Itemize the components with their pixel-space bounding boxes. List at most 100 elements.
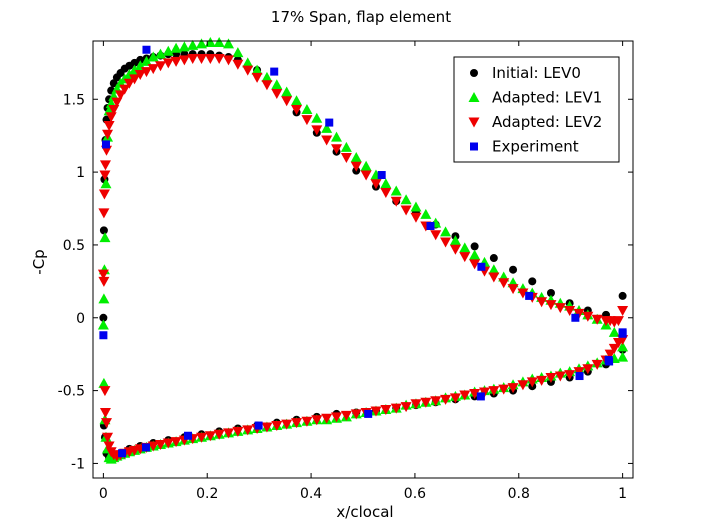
data-point [119, 84, 131, 95]
data-point [430, 396, 442, 407]
data-point [377, 171, 386, 180]
data-point [223, 55, 235, 66]
y-tick-label: -0.5 [58, 384, 85, 400]
data-point [271, 88, 283, 99]
data-point [129, 74, 141, 85]
data-point [476, 392, 485, 401]
data-point [115, 90, 127, 101]
data-point [170, 42, 182, 53]
data-point [617, 351, 629, 362]
data-point [390, 185, 402, 196]
data-point [196, 38, 208, 49]
data-point [98, 377, 110, 388]
legend-marker [468, 92, 480, 102]
data-point [178, 41, 190, 52]
data-point [449, 244, 461, 255]
legend-label: Adapted: LEV1 [492, 89, 602, 107]
data-point [141, 443, 150, 452]
data-point [105, 112, 117, 123]
data-point [591, 314, 603, 325]
data-point [223, 38, 235, 49]
data-point [232, 426, 244, 437]
data-point [162, 58, 174, 69]
data-point [370, 179, 382, 190]
data-point [469, 259, 481, 270]
data-point [118, 449, 127, 458]
data-point [184, 431, 193, 440]
legend-label: Experiment [492, 138, 579, 156]
data-point [301, 103, 313, 114]
plot-area-frame [92, 40, 634, 479]
legend-box [453, 56, 620, 163]
data-point [469, 249, 481, 260]
data-point [103, 441, 115, 452]
data-point [271, 421, 283, 432]
data-point [340, 153, 352, 164]
data-point [528, 277, 537, 286]
data-point [147, 51, 159, 62]
y-axis-title: -Cp [30, 249, 48, 274]
data-point [410, 201, 422, 212]
data-point [618, 291, 627, 300]
data-point [325, 118, 334, 127]
data-point [440, 237, 452, 248]
y-tick-label: 1.5 [63, 92, 85, 108]
data-point [136, 55, 145, 64]
data-point [575, 372, 584, 381]
data-point [301, 115, 313, 126]
data-point [204, 53, 216, 64]
data-point [410, 212, 422, 223]
data-point [311, 112, 323, 123]
data-point [98, 276, 110, 287]
data-point [390, 403, 402, 414]
data-point [270, 67, 279, 76]
data-point [204, 431, 216, 442]
x-tick-label: 0 [99, 486, 108, 502]
data-point [564, 370, 576, 381]
data-point [400, 205, 412, 216]
data-point [134, 70, 146, 81]
data-point [155, 48, 166, 59]
data-point [360, 160, 372, 171]
data-point [608, 343, 620, 354]
data-point [509, 265, 518, 274]
data-point [281, 419, 293, 430]
data-point [340, 141, 352, 152]
data-point [99, 331, 108, 340]
data-point [99, 160, 111, 171]
data-point [162, 45, 174, 56]
data-point [123, 78, 135, 89]
data-point [251, 64, 263, 75]
data-point [426, 221, 435, 230]
data-point [536, 297, 548, 308]
data-point [98, 293, 110, 304]
data-point [350, 409, 362, 420]
data-point [213, 36, 225, 47]
data-markers [97, 36, 629, 464]
data-point [321, 122, 333, 133]
data-point [390, 196, 402, 207]
data-point [507, 284, 519, 295]
data-point [251, 72, 263, 83]
data-point [380, 178, 392, 189]
y-axis: -1 -0.5 0 0.5 1 1.5 [58, 92, 633, 472]
data-point [99, 232, 111, 243]
data-point [261, 422, 273, 433]
x-tick-label: 0.4 [300, 486, 322, 502]
data-point [459, 242, 471, 253]
data-point [507, 383, 519, 394]
data-point [311, 125, 323, 136]
data-point [582, 311, 594, 322]
data-point [470, 242, 479, 251]
series-3 [97, 53, 629, 462]
data-point [242, 425, 254, 436]
data-point [564, 305, 576, 316]
x-tick-label: 1 [618, 486, 627, 502]
data-point [380, 405, 392, 416]
data-point [526, 377, 538, 388]
data-point [582, 364, 594, 375]
data-point [281, 86, 293, 97]
data-point [108, 104, 120, 115]
data-point [360, 170, 372, 181]
data-point [331, 412, 343, 423]
